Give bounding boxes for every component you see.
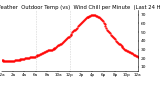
Title: Milwaukee Weather  Outdoor Temp (vs)  Wind Chill per Minute  (Last 24 Hours): Milwaukee Weather Outdoor Temp (vs) Wind…: [0, 5, 160, 10]
